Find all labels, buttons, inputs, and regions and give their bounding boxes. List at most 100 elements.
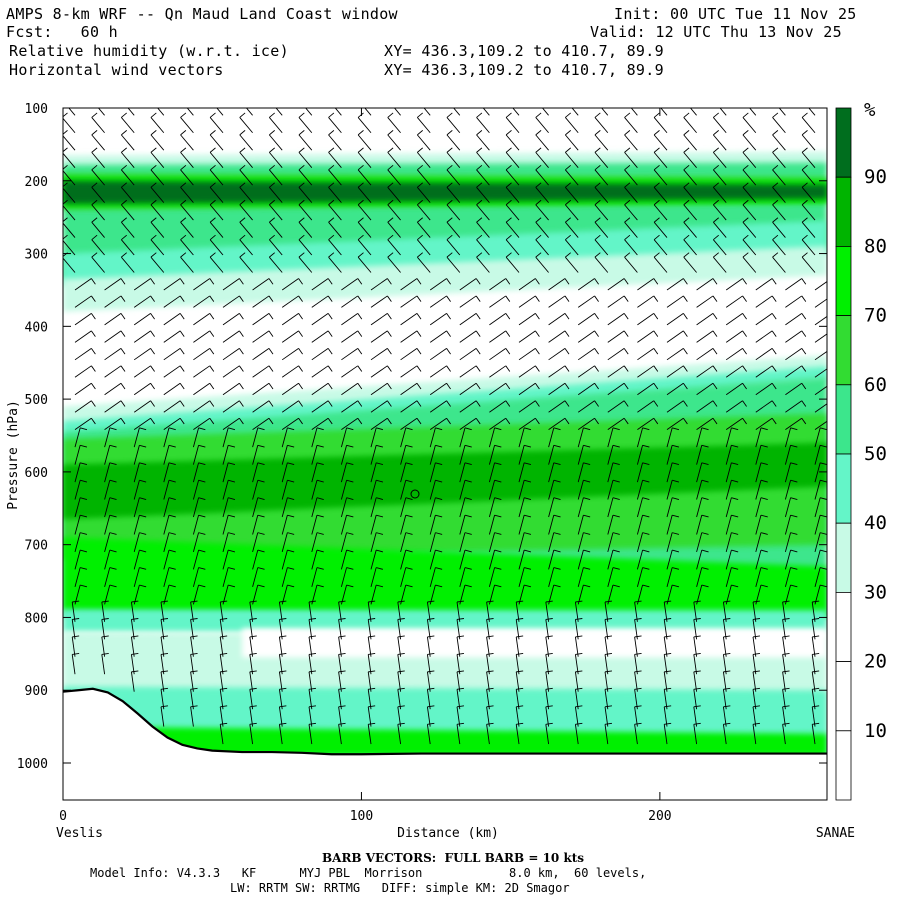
wind-barb-staff — [683, 152, 697, 168]
wind-barb-staff — [104, 532, 111, 553]
wind-barb-feather — [239, 383, 244, 390]
wind-barb-staff — [548, 278, 566, 291]
wind-barb-staff — [426, 724, 431, 745]
wind-barb-feather — [801, 147, 808, 153]
wind-barb-feather — [257, 497, 265, 500]
wind-barb-staff — [518, 427, 525, 448]
wind-barb-staff — [518, 382, 536, 396]
wind-barb-feather — [790, 584, 798, 588]
wind-barb-feather — [672, 567, 680, 570]
wind-barb-feather — [535, 182, 542, 188]
wind-barb-feather — [249, 635, 257, 638]
wind-barb-staff — [752, 619, 757, 640]
wind-barb-staff — [624, 152, 638, 168]
wind-barb-feather — [553, 532, 561, 535]
wind-barb-feather — [653, 365, 659, 372]
wind-barb-staff — [696, 515, 703, 535]
wind-barb-staff — [281, 382, 299, 396]
wind-barb-feather — [535, 383, 540, 390]
wind-barb-feather — [298, 330, 303, 337]
wind-barb-feather — [209, 365, 215, 372]
wind-barb-staff — [357, 239, 372, 256]
wind-barb-feather — [653, 164, 660, 171]
y-tick-label: 600 — [25, 466, 48, 481]
wind-barb-staff — [624, 221, 638, 238]
rh-band-4 — [63, 180, 827, 205]
wind-barb-feather — [168, 567, 176, 570]
wind-barb-staff — [268, 117, 283, 134]
wind-barb-staff — [712, 204, 727, 221]
wind-barb-feather — [279, 618, 287, 620]
wind-barb-staff — [742, 239, 757, 256]
wind-barb-staff — [666, 347, 684, 361]
wind-barb-staff — [564, 169, 579, 186]
wind-barb-staff — [429, 278, 447, 291]
wind-barb-staff — [400, 427, 407, 448]
wind-barb-feather — [475, 365, 481, 372]
wind-barb-feather — [612, 497, 620, 500]
wind-barb-feather — [376, 497, 384, 500]
wind-barb-staff — [63, 170, 76, 186]
wind-barb-feather — [790, 514, 798, 518]
wind-barb-staff — [755, 347, 773, 361]
wind-barb-feather — [121, 217, 127, 223]
wind-barb-feather — [190, 687, 198, 690]
wind-barb-feather — [760, 427, 768, 431]
wind-barb-feather — [91, 295, 96, 302]
wind-barb-feather — [101, 652, 109, 655]
wind-barb-feather — [109, 584, 117, 588]
wind-barb-feather — [109, 549, 117, 553]
wind-barb-staff — [91, 169, 105, 186]
wind-barb-feather — [524, 584, 532, 588]
wind-barb-feather — [91, 182, 98, 188]
wind-barb-feather — [446, 313, 451, 320]
wind-barb-feather — [505, 147, 512, 153]
wind-barb-feather — [683, 147, 690, 153]
wind-barb-staff — [104, 427, 111, 448]
wind-barb-feather — [664, 687, 672, 690]
wind-barb-feather — [376, 462, 384, 466]
wind-barb-staff — [801, 152, 816, 168]
wind-barb-staff — [755, 382, 773, 396]
wind-barb-staff — [97, 108, 105, 116]
wind-barb-feather — [316, 427, 324, 431]
wind-barb-feather — [150, 417, 155, 425]
wind-barb-feather — [553, 497, 561, 500]
wind-barb-feather — [812, 635, 820, 638]
wind-barb-feather — [772, 130, 779, 136]
wind-barb-staff — [752, 654, 757, 675]
wind-barb-feather — [179, 348, 185, 355]
wind-barb-staff — [192, 480, 200, 500]
wind-barb-feather — [782, 652, 790, 655]
colorbar-label: 30 — [864, 581, 887, 603]
wind-barb-feather — [298, 182, 305, 188]
wind-barb-feather — [831, 348, 835, 354]
wind-barb-feather — [328, 130, 335, 136]
wind-barb-feather — [168, 462, 176, 466]
wind-barb-feather — [565, 217, 571, 223]
wind-barb-feather — [494, 462, 502, 466]
wind-barb-feather — [91, 278, 96, 285]
wind-barb-feather — [446, 252, 453, 258]
wind-barb-staff — [150, 169, 165, 186]
wind-barb-staff — [311, 532, 318, 553]
wind-barb-staff — [104, 347, 122, 361]
wind-barb-feather — [545, 618, 553, 620]
wind-barb-staff — [752, 601, 757, 622]
wind-barb-staff — [429, 330, 447, 343]
wind-barb-staff — [637, 382, 655, 396]
wind-barb-feather — [575, 652, 583, 655]
wind-barb-feather — [120, 348, 126, 355]
wind-barb-staff — [91, 117, 105, 134]
wind-barb-feather — [494, 532, 502, 535]
wind-barb-feather — [120, 383, 126, 390]
colorbar-segment — [835, 522, 852, 593]
wind-barb-staff — [400, 417, 418, 431]
wind-barb-staff — [180, 204, 194, 221]
wind-barb-staff — [222, 330, 240, 343]
wind-barb-feather — [623, 278, 629, 285]
wind-barb-staff — [548, 382, 566, 396]
wind-barb-staff — [163, 549, 170, 570]
wind-barb-feather — [505, 313, 511, 320]
wind-barb-staff — [104, 278, 122, 291]
